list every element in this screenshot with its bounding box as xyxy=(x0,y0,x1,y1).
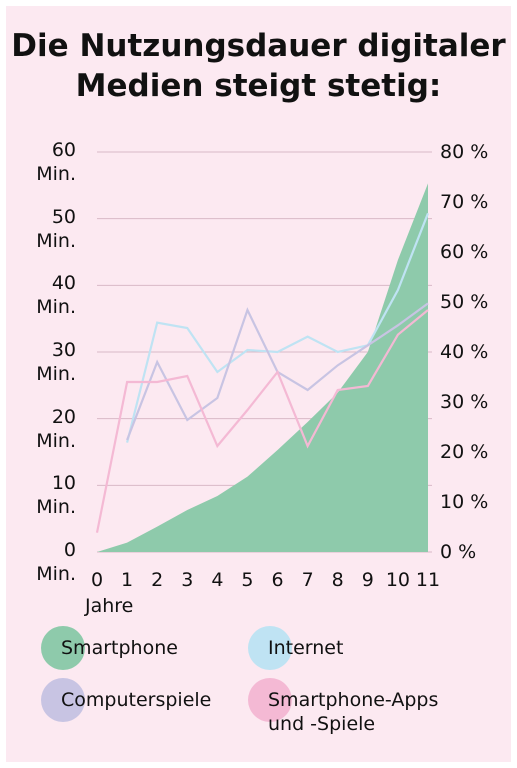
line xyxy=(95,309,429,533)
x-tick-label: 8 xyxy=(331,569,344,591)
legend-label: Computerspiele xyxy=(61,689,212,711)
legend-label: Smartphone xyxy=(61,637,178,659)
chart-title: Die Nutzungsdauer digitaler Medien steig… xyxy=(11,28,506,104)
legend-label: Smartphone-Apps und -Spiele xyxy=(268,689,439,735)
y-tick-label: 60 Min. xyxy=(36,139,76,185)
legend-swatch xyxy=(41,678,85,722)
legend-swatch xyxy=(41,626,85,670)
y2-tick-label: 70 % xyxy=(440,191,489,213)
x-tick-label: 6 xyxy=(271,569,284,591)
y-tick-label: 0 Min. xyxy=(36,539,76,585)
x-tick-label: 1 xyxy=(121,569,134,591)
x-axis-label: Jahre xyxy=(85,595,134,617)
x-tick-label: 9 xyxy=(361,569,374,591)
legend-swatch xyxy=(248,678,292,722)
x-tick-label: 2 xyxy=(151,569,164,591)
legend-label: Internet xyxy=(268,637,344,659)
y-tick-label: 10 Min. xyxy=(36,472,76,519)
x-tick-label: 0 xyxy=(90,569,104,591)
y-tick-label: 50 Min. xyxy=(36,205,76,252)
legend-swatch xyxy=(248,626,292,670)
y2-tick-label: 80 % xyxy=(440,141,489,163)
x-tick-label: 11 xyxy=(415,569,441,591)
y-tick-label: 40 Min. xyxy=(36,272,76,319)
y2-tick-label: 60 % xyxy=(440,241,489,263)
y2-tick-label: 50 % xyxy=(440,291,489,313)
y2-tick-label: 10 % xyxy=(440,491,489,513)
x-tick-label: 10 xyxy=(385,569,410,591)
y2-tick-label: 40 % xyxy=(440,341,489,363)
y2-tick-label: 0 % xyxy=(440,541,477,563)
x-tick-label: 7 xyxy=(301,569,314,591)
x-tick-label: 4 xyxy=(211,569,224,591)
x-tick-label: 5 xyxy=(241,569,254,591)
y-tick-label: 30 Min. xyxy=(36,339,76,385)
area xyxy=(97,183,428,553)
line xyxy=(126,212,430,443)
y2-tick-label: 20 % xyxy=(440,441,489,463)
x-tick-label: 3 xyxy=(181,569,194,591)
y-tick-label: 20 Min. xyxy=(36,405,76,452)
y2-tick-label: 30 % xyxy=(440,391,489,413)
